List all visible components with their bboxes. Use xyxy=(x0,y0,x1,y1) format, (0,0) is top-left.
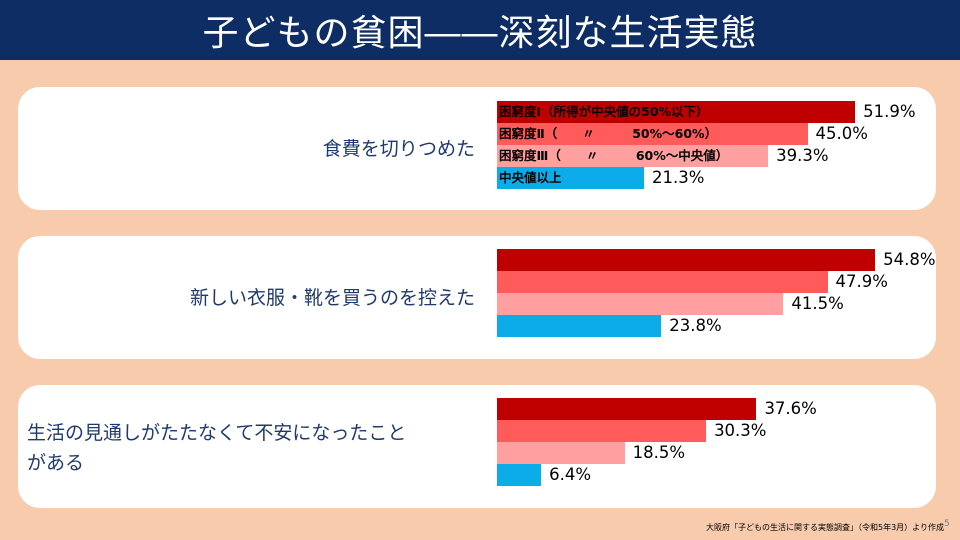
question-label-line: がある xyxy=(27,452,85,474)
legend-label: 中央値以上 xyxy=(499,170,562,185)
value-label: 18.5% xyxy=(632,443,686,462)
question-label-line: 食費を切りつめた xyxy=(322,138,475,160)
bar-1 xyxy=(497,249,876,271)
bar-4: 中央値以上 xyxy=(497,167,644,189)
value-label: 45.0% xyxy=(815,124,868,143)
question-label: 食費を切りつめた xyxy=(323,134,475,164)
question-label-line: 新しい衣服・靴を買うのを控えた xyxy=(189,287,475,309)
page-title: 子どもの貧困――深刻な生活実態 xyxy=(202,13,758,54)
legend-label: 困窮度Ⅲ（ 〃 60%～中央値） xyxy=(499,148,729,163)
value-label: 39.3% xyxy=(776,146,829,165)
question-label: 新しい衣服・靴を買うのを控えた xyxy=(190,283,475,313)
bar-2 xyxy=(497,420,707,442)
bar-2: 困窮度Ⅱ（ 〃 50%～60%） xyxy=(497,123,808,145)
value-label: 41.5% xyxy=(791,294,844,313)
bar-3 xyxy=(497,293,784,315)
bar-3 xyxy=(497,442,625,464)
value-label: 23.8% xyxy=(669,316,722,335)
legend-label: 困窮度Ⅱ（ 〃 50%～60%） xyxy=(499,126,718,141)
value-label: 6.4% xyxy=(549,465,592,484)
question-label: 生活の見通しがたたなくて不安になったこと がある xyxy=(27,418,406,478)
bar-4 xyxy=(497,315,662,337)
legend-label: 困窮度Ⅰ（所得が中央値の50%以下） xyxy=(499,104,709,119)
question-label-line: 生活の見通しがたたなくて不安になったこと xyxy=(27,422,407,444)
value-label: 47.9% xyxy=(835,272,888,291)
question-panel-3: 生活の見通しがたたなくて不安になったこと がある xyxy=(18,385,936,508)
title-bar: 子どもの貧困――深刻な生活実態 xyxy=(0,0,960,60)
value-label: 30.3% xyxy=(714,421,767,440)
bar-1 xyxy=(497,398,757,420)
page-number: 5 xyxy=(944,519,950,529)
value-label: 54.8% xyxy=(883,250,936,269)
bar-1: 困窮度Ⅰ（所得が中央値の50%以下） xyxy=(497,101,856,123)
bar-4 xyxy=(497,464,542,486)
value-label: 37.6% xyxy=(764,399,817,418)
bar-2 xyxy=(497,271,828,293)
source-note: 大阪府「子どもの生活に関する実態調査」（令和5年3月）より作成 xyxy=(706,523,945,532)
value-label: 21.3% xyxy=(651,168,705,187)
bar-3: 困窮度Ⅲ（ 〃 60%～中央値） xyxy=(497,145,769,167)
value-label: 51.9% xyxy=(863,102,916,121)
